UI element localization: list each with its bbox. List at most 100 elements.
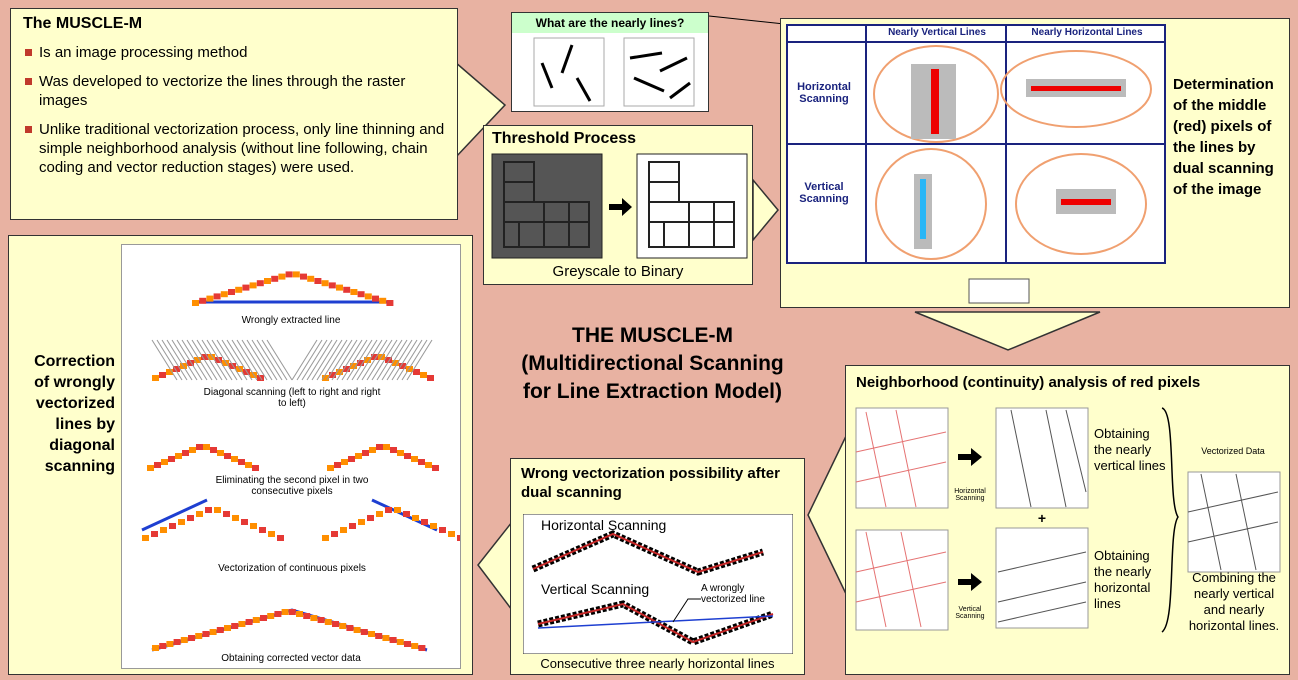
arrow	[609, 198, 632, 216]
pixel	[231, 623, 238, 629]
pixel	[250, 282, 257, 288]
pixels	[931, 69, 939, 134]
bullet: Was developed to vectorize the lines thr…	[23, 72, 445, 110]
pixel	[348, 456, 355, 462]
pixels	[1031, 86, 1121, 91]
pixel	[175, 453, 182, 459]
intro-box: The MUSCLE-M Is an image processing meth…	[10, 8, 458, 220]
pixel	[267, 613, 274, 619]
pixel	[210, 629, 217, 635]
pixel	[154, 462, 161, 468]
pixel	[403, 511, 410, 517]
dual-scanning-box: Nearly Vertical Lines Nearly Horizontal …	[780, 18, 1290, 308]
pixel	[289, 609, 296, 615]
pixel	[418, 459, 425, 465]
neighborhood-title: Neighborhood (continuity) analysis of re…	[846, 366, 1289, 399]
pixel	[259, 527, 266, 533]
pixel	[250, 523, 257, 529]
greyscale	[492, 154, 602, 258]
pixel	[151, 531, 158, 537]
pixel	[327, 465, 334, 471]
panel	[1188, 472, 1280, 572]
step-label: Obtaining corrected vector data	[122, 653, 460, 664]
pixel	[238, 621, 245, 627]
arrow	[808, 432, 848, 598]
pixel	[296, 611, 303, 617]
pixel	[178, 519, 185, 525]
threshold-box: Threshold Process Greyscale to Binary	[483, 125, 753, 285]
step-label: Vectorization of continuous pixels	[212, 563, 372, 574]
pixel	[355, 453, 362, 459]
pixel	[168, 456, 175, 462]
scan-line	[302, 340, 327, 380]
dual-scanning-table	[786, 24, 1168, 304]
scan-line	[262, 340, 287, 380]
pixel	[161, 459, 168, 465]
pixel	[245, 462, 252, 468]
pixel	[228, 289, 235, 295]
pixel	[231, 456, 238, 462]
binary	[637, 154, 747, 258]
pixel	[362, 450, 369, 456]
pixel	[188, 635, 195, 641]
pixel	[152, 375, 159, 381]
pixel	[334, 462, 341, 468]
horizontal-result: Obtaining the nearly horizontal lines	[1094, 548, 1169, 612]
pixel	[314, 278, 321, 284]
pixel	[332, 621, 339, 627]
pixel	[412, 515, 419, 521]
pixel	[260, 615, 267, 621]
pixel	[411, 456, 418, 462]
pixel	[199, 298, 206, 304]
pixel	[365, 293, 372, 299]
pixel	[192, 300, 199, 306]
pixel	[307, 276, 314, 282]
pixel	[224, 453, 231, 459]
pixel	[367, 515, 374, 521]
pixel	[241, 519, 248, 525]
arrow	[478, 522, 512, 610]
pixel	[325, 619, 332, 625]
arrow	[958, 448, 982, 466]
pixel	[174, 639, 181, 645]
correction-box: Correction of wrongly vectorized lines b…	[8, 235, 473, 675]
pixel	[238, 459, 245, 465]
pixel	[439, 527, 446, 533]
pixel	[385, 507, 392, 513]
pixel	[196, 511, 203, 517]
plus-sign: +	[1038, 510, 1046, 526]
pixel	[277, 535, 284, 541]
pixel	[341, 459, 348, 465]
scan-label: Vertical Scanning	[541, 581, 649, 597]
scan-line	[267, 340, 292, 380]
pixel	[224, 625, 231, 631]
combining-label: Combining the nearly vertical and nearly…	[1182, 570, 1286, 634]
pixel	[223, 511, 230, 517]
pixel	[382, 635, 389, 641]
panel	[996, 528, 1088, 628]
thumbnail	[969, 279, 1029, 303]
blue-line	[152, 610, 427, 650]
pixel	[404, 453, 411, 459]
pixel	[397, 450, 404, 456]
pixel	[322, 535, 329, 541]
pixel	[195, 633, 202, 639]
pixel	[217, 627, 224, 633]
pixel	[242, 285, 249, 291]
scan-label: Horizontal Scanning	[948, 488, 992, 502]
wrong-title: Wrong vectorization possibility after du…	[511, 459, 804, 507]
pixel	[340, 527, 347, 533]
row-header: Vertical Scanning	[789, 181, 859, 205]
correction-graphic	[122, 245, 460, 668]
pixel	[274, 611, 281, 617]
pixel	[432, 465, 439, 471]
pixel	[257, 280, 264, 286]
pixel	[390, 637, 397, 643]
vertical-result: Obtaining the nearly vertical lines	[1094, 426, 1169, 474]
title-line: (Multidirectional Scanning	[480, 350, 825, 378]
arrow	[753, 180, 778, 240]
pixel	[361, 629, 368, 635]
pixel	[354, 627, 361, 633]
pixel	[386, 300, 393, 306]
pixel	[221, 291, 228, 297]
